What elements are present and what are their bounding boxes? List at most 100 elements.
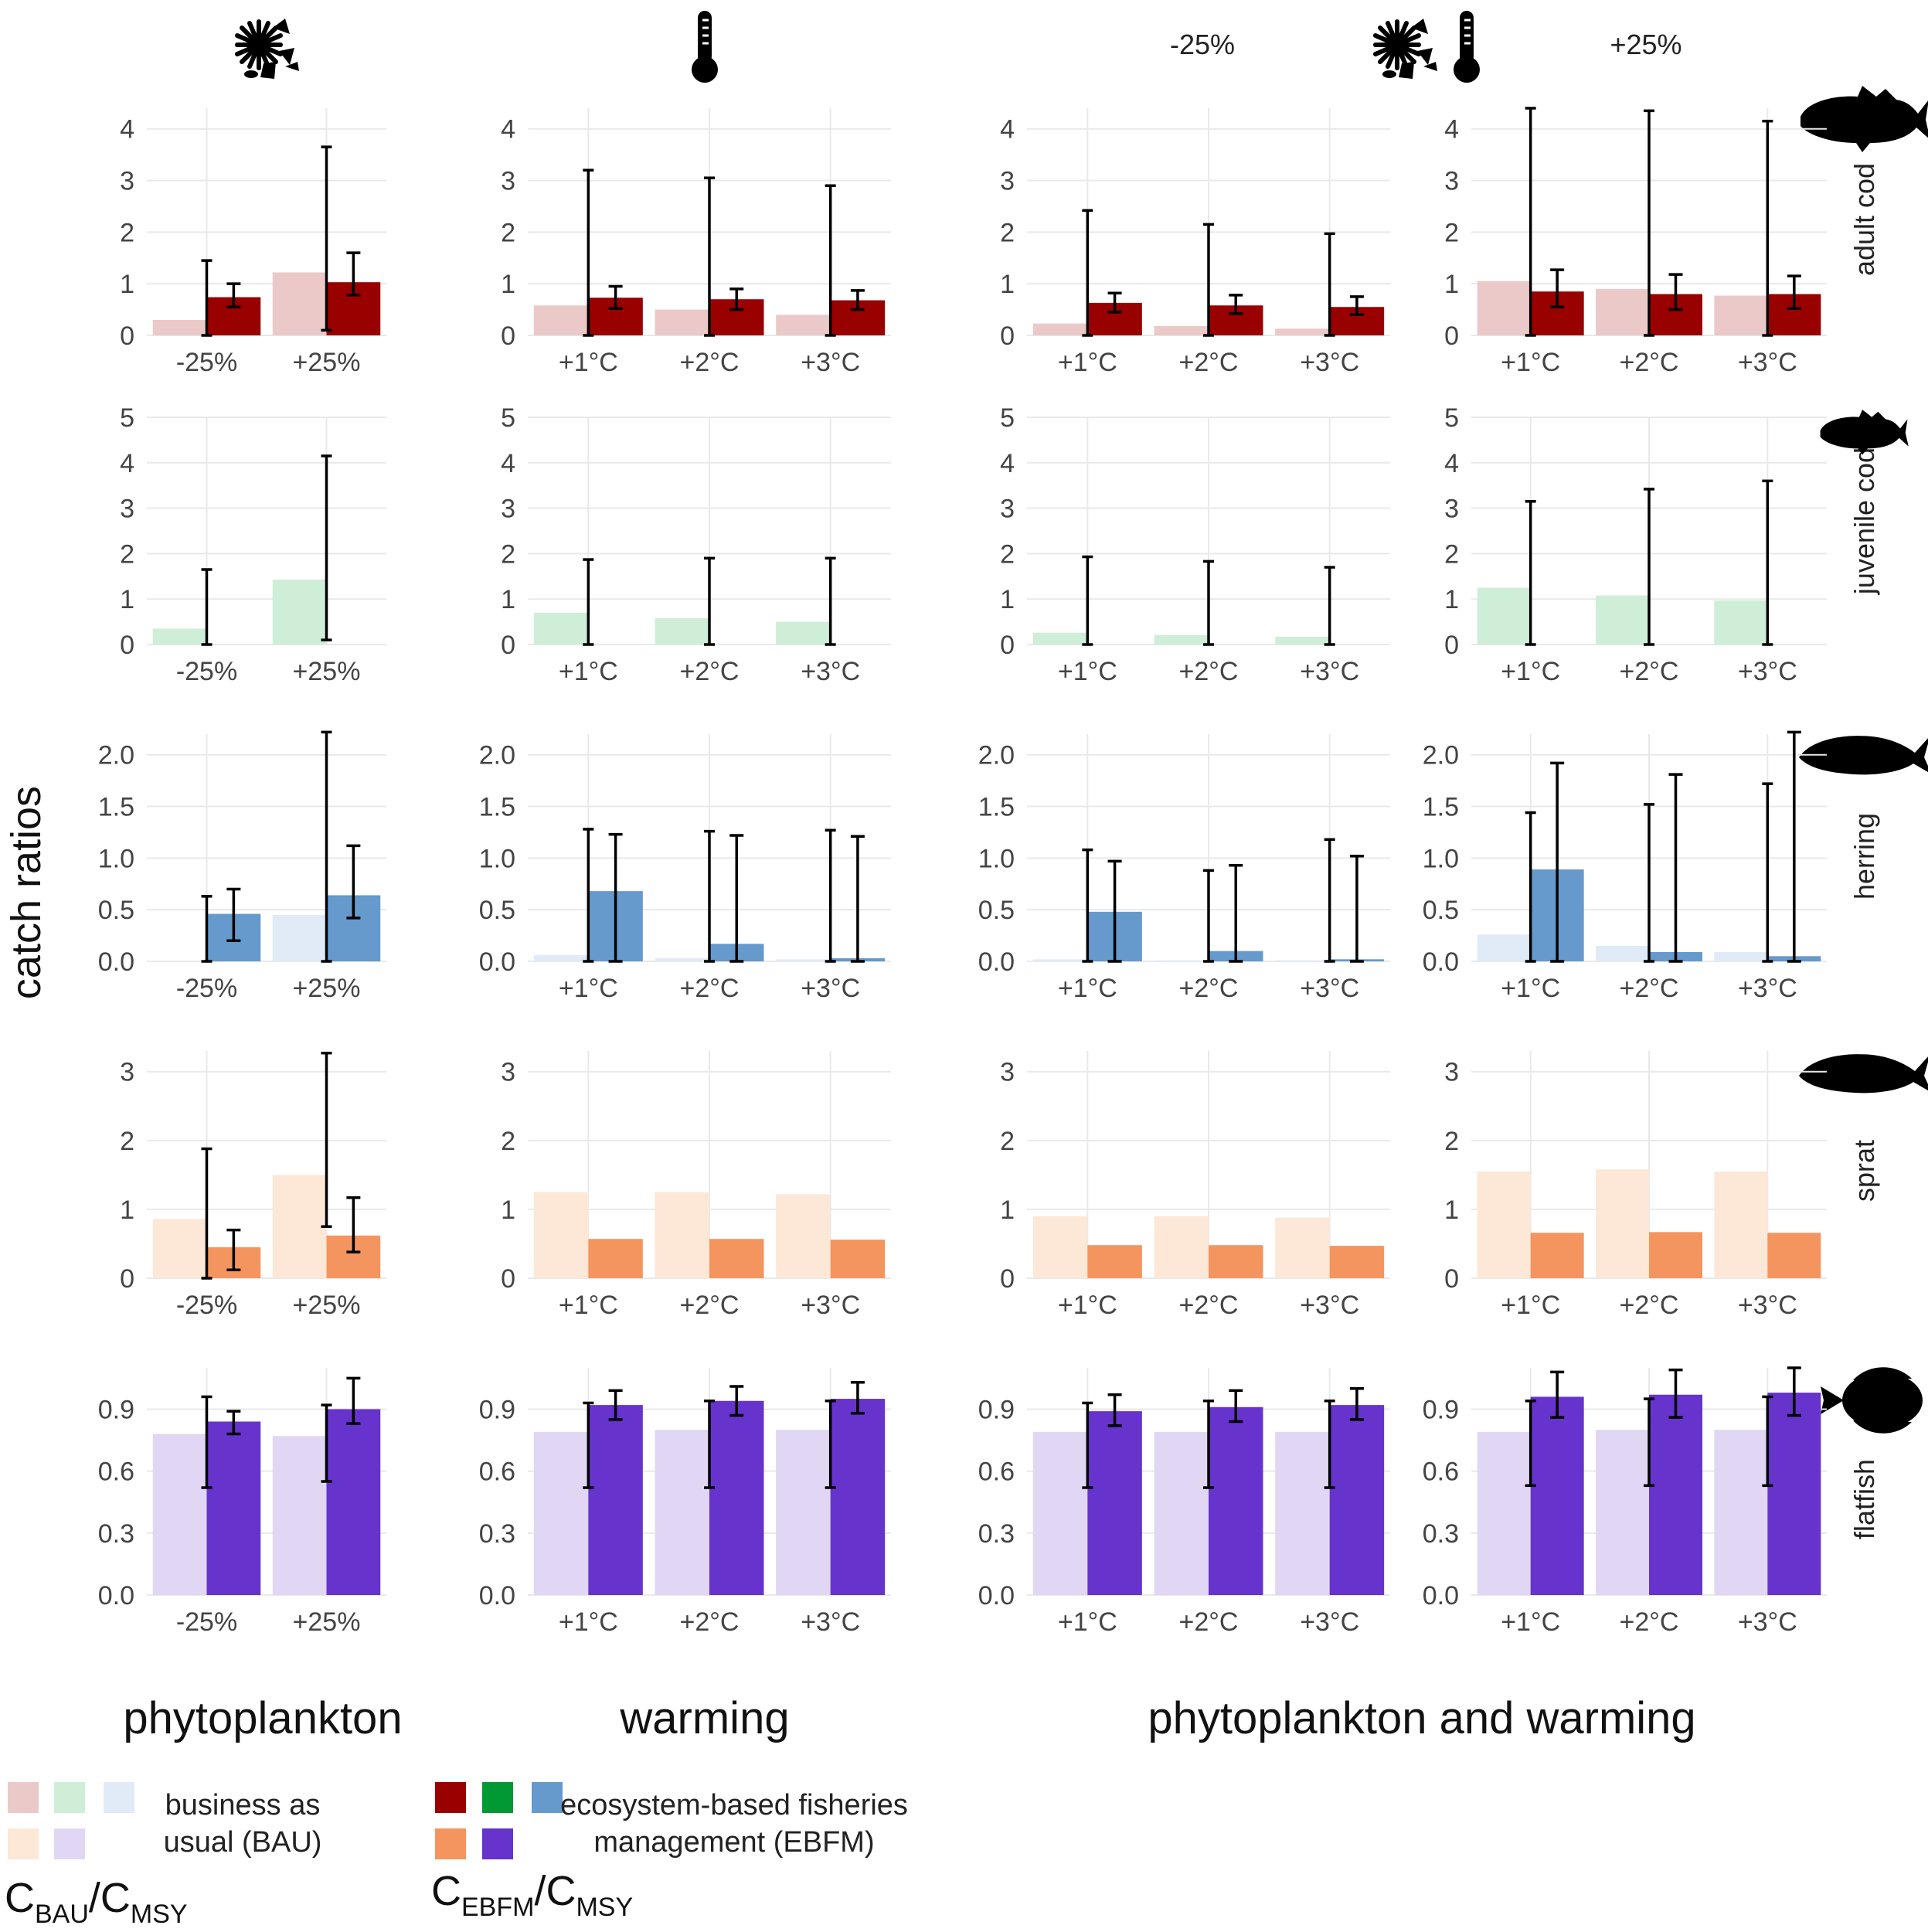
y-tick-label: 0 — [501, 321, 515, 351]
bau-bar — [1032, 1216, 1088, 1278]
panel-3-0: 0 1 2 3 -25% +25% — [120, 1051, 386, 1320]
x-tick-label: +1°C — [1501, 1291, 1560, 1320]
legend-bau-ratio: CBAU/CMSY — [5, 1875, 188, 1929]
y-tick-label: 2 — [1000, 539, 1015, 569]
legend-bau-line2: usual (BAU) — [164, 1826, 322, 1859]
x-tick-label: -25% — [176, 657, 237, 686]
bau-bar — [272, 579, 327, 645]
species-label-adult-cod: adult cod — [1848, 163, 1880, 276]
y-tick-label: 3 — [1444, 495, 1459, 524]
y-tick-label: 1.5 — [1423, 793, 1459, 822]
y-tick-label: 3 — [1000, 495, 1015, 524]
y-tick-label: 2.0 — [1423, 741, 1459, 770]
bau-bar — [655, 617, 709, 645]
panel-4-1: 0.0 0.3 0.6 0.9 +1°C +2°C +3°C — [479, 1368, 891, 1637]
y-tick-label: 3 — [1000, 1058, 1015, 1087]
panel-1-2: 0 1 2 3 4 5 +1°C +2°C +3°C — [1000, 403, 1390, 686]
y-tick-label: 5 — [120, 403, 134, 433]
y-tick-label: 2 — [501, 1127, 515, 1156]
y-tick-label: 1 — [501, 1196, 515, 1225]
bau-bar — [1477, 281, 1531, 335]
flatfish-icon — [1821, 1367, 1923, 1434]
top-label-plus: +25% — [1610, 29, 1681, 60]
panel-4-3: 0.0 0.3 0.6 0.9 +1°C +2°C +3°C — [1423, 1366, 1827, 1637]
y-tick-label: 4 — [501, 449, 515, 478]
y-tick-label: 2 — [1000, 218, 1015, 247]
y-tick-label: 1 — [1000, 270, 1015, 299]
y-tick-label: 2.0 — [479, 741, 515, 770]
y-tick-label: 1 — [1444, 585, 1459, 614]
y-tick-label: 0.5 — [479, 896, 515, 925]
bau-bar — [1714, 1171, 1768, 1278]
bau-bar — [533, 1192, 589, 1278]
y-tick-label: 2 — [1444, 218, 1459, 247]
bau-bar — [272, 914, 327, 961]
y-tick-label: 0 — [1444, 1264, 1459, 1294]
bau-bar — [1154, 1431, 1209, 1595]
x-tick-label: +1°C — [1501, 1607, 1560, 1637]
y-tick-label: 1.5 — [98, 793, 134, 822]
legend: business as usual (BAU) ecosystem-based … — [5, 1782, 908, 1929]
bau-bar — [1032, 632, 1088, 645]
x-tick-label: +1°C — [1058, 974, 1117, 1003]
bau-bar — [655, 957, 709, 961]
legend-swatch-ebfm-herring — [532, 1782, 563, 1813]
x-tick-label: +2°C — [680, 1607, 740, 1637]
x-tick-label: +3°C — [1300, 1291, 1359, 1320]
panel-0-1: 0 1 2 3 4 +1°C +2°C +3°C — [501, 108, 891, 377]
bau-bar — [1714, 600, 1768, 645]
bau-bar — [272, 1175, 327, 1278]
y-tick-label: 3 — [501, 167, 515, 196]
x-tick-label: +2°C — [1620, 1291, 1679, 1320]
y-tick-label: 0.9 — [98, 1395, 134, 1424]
y-tick-label: 0.3 — [1423, 1519, 1459, 1549]
x-tick-label: +3°C — [1738, 974, 1797, 1003]
y-tick-label: 1 — [120, 1196, 134, 1225]
x-tick-label: +3°C — [1300, 1607, 1359, 1637]
y-tick-label: 0 — [1444, 631, 1459, 660]
x-tick-label: +1°C — [1501, 348, 1560, 377]
bau-bar — [1714, 951, 1768, 961]
y-tick-label: 0 — [1444, 321, 1459, 351]
x-tick-label: +1°C — [559, 1291, 618, 1320]
x-tick-label: +3°C — [1300, 657, 1359, 686]
group-label-phytoplankton-and-warming: phytoplankton and warming — [1148, 1693, 1695, 1743]
y-tick-label: 0 — [120, 321, 134, 351]
bau-bar — [152, 319, 207, 335]
y-tick-label: 1 — [120, 270, 134, 299]
panel-0-0: 0 1 2 3 4 -25% +25% — [120, 108, 386, 377]
x-tick-label: +1°C — [1058, 1291, 1117, 1320]
legend-ebfm-line1: ecosystem-based fisheries — [560, 1789, 908, 1821]
bau-bar — [776, 1194, 831, 1278]
y-tick-label: 0.9 — [978, 1395, 1015, 1424]
y-tick-label: 3 — [501, 495, 515, 524]
y-tick-label: 2 — [1000, 1127, 1015, 1156]
y-tick-label: 1 — [1444, 270, 1459, 299]
bau-bar — [1275, 1217, 1330, 1278]
x-tick-label: +3°C — [801, 348, 860, 377]
y-tick-label: 5 — [1000, 403, 1015, 433]
x-tick-label: +2°C — [680, 348, 740, 377]
ebfm-bar — [1649, 1394, 1702, 1595]
bau-bar — [1596, 945, 1649, 961]
x-tick-label: +25% — [293, 974, 361, 1003]
panel-1-3: 0 1 2 3 4 5 +1°C +2°C +3°C — [1444, 403, 1827, 686]
y-tick-label: 0.0 — [98, 947, 134, 977]
ebfm-bar — [830, 1399, 886, 1595]
x-tick-label: +2°C — [1179, 1291, 1239, 1320]
bau-bar — [1596, 595, 1649, 645]
y-tick-label: 1 — [501, 270, 515, 299]
y-tick-label: 0.0 — [98, 1581, 134, 1611]
y-tick-label: 3 — [120, 495, 134, 524]
y-tick-label: 1 — [1000, 1196, 1015, 1225]
juvenile-cod-icon — [1820, 410, 1909, 455]
x-tick-label: +3°C — [1738, 1291, 1797, 1320]
y-tick-label: 4 — [1444, 115, 1459, 145]
panel-3-3: 0 1 2 3 +1°C +2°C +3°C — [1444, 1051, 1827, 1320]
x-tick-label: +3°C — [801, 657, 860, 686]
y-tick-label: 0.6 — [1423, 1458, 1459, 1487]
bau-bar — [152, 628, 207, 645]
ebfm-bar — [1767, 1393, 1821, 1595]
facet-panels: 0 1 2 3 4 -25% +25% 0 1 2 3 4 +1°C +2°C +3°C 0 1 2 3 4 +1°C +… — [98, 107, 1827, 1637]
ebfm-bar — [1087, 1411, 1142, 1595]
